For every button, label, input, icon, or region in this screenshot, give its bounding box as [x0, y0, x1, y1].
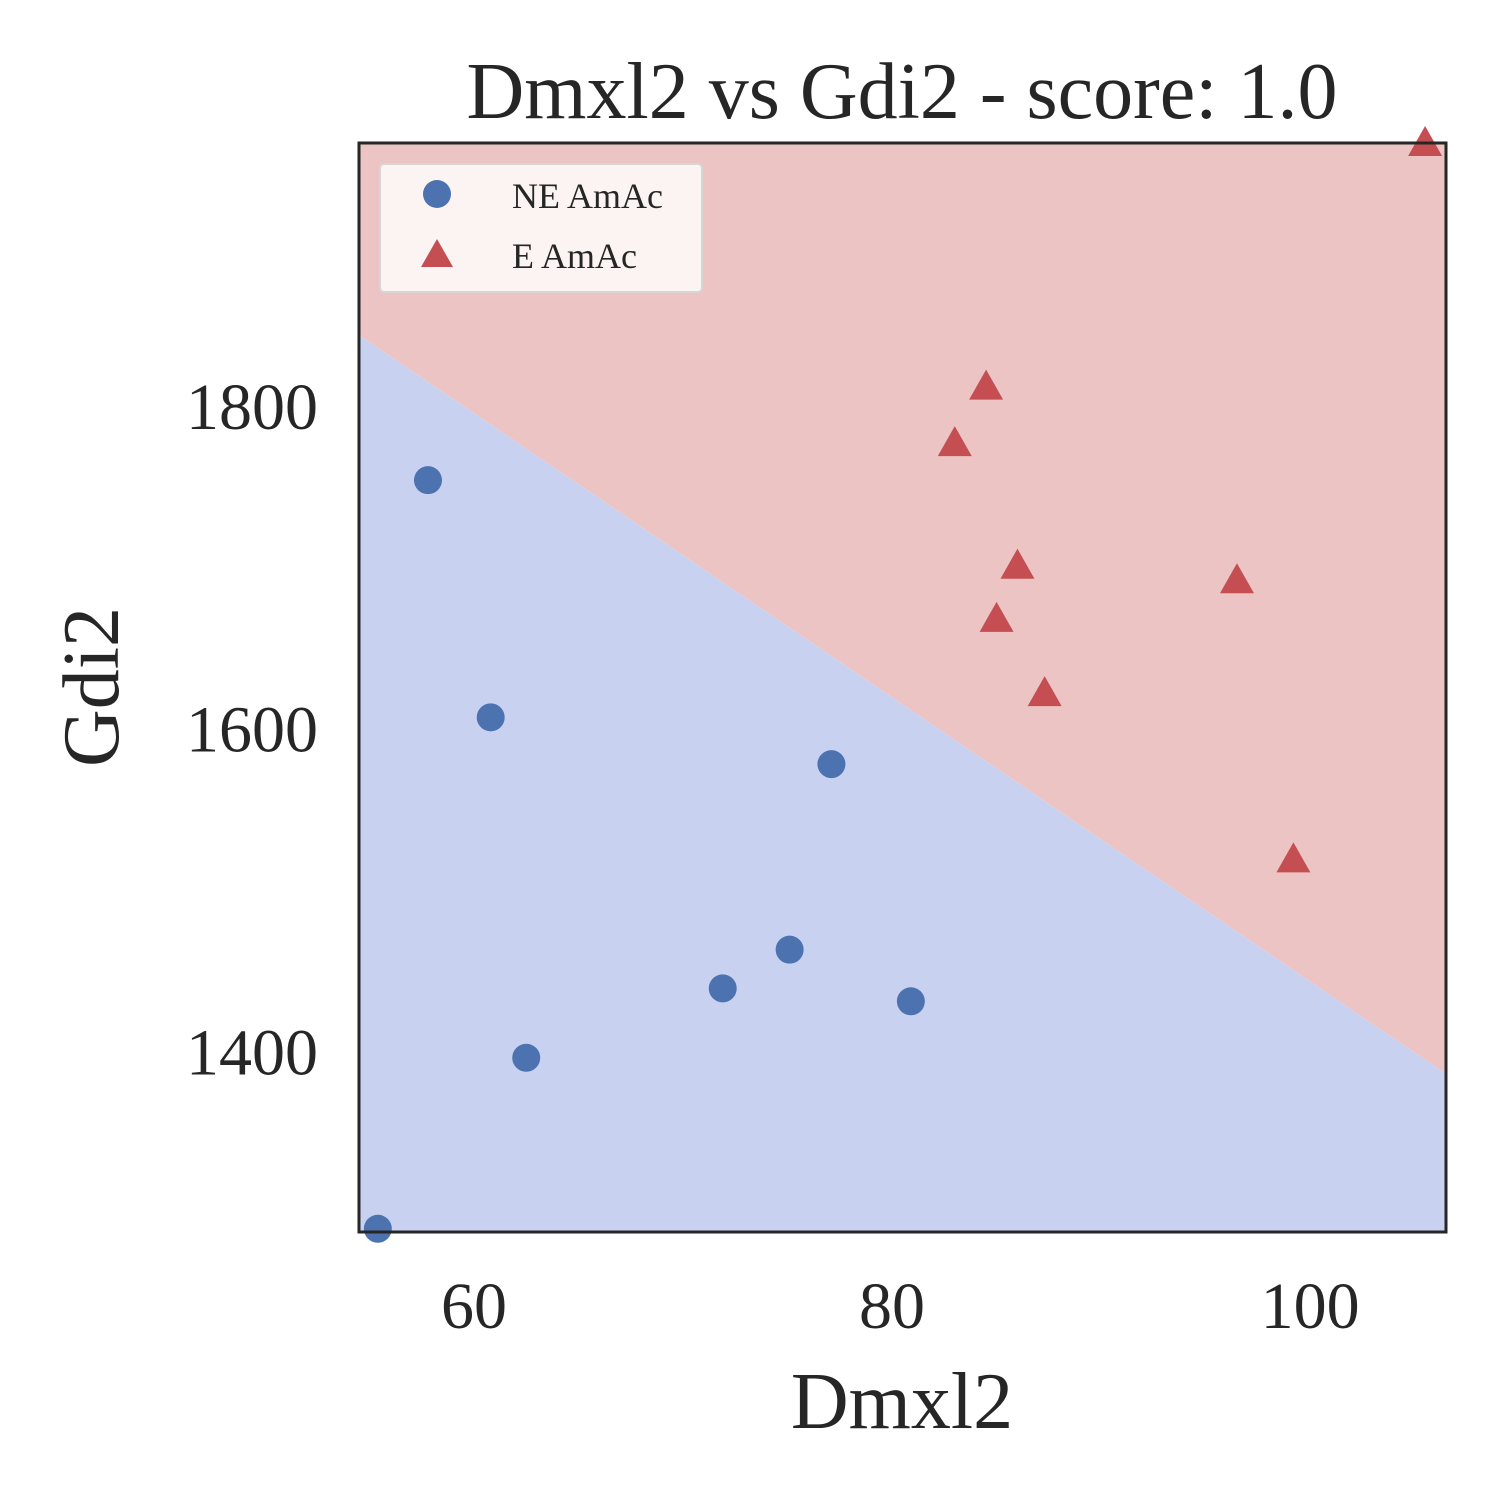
ne-amac-point-5 — [775, 935, 804, 964]
data-markers — [363, 126, 1443, 1243]
chart-title: Dmxl2 vs Gdi2 - score: 1.0 — [466, 48, 1337, 136]
plot-area — [359, 143, 1446, 1232]
e-amac-point-8 — [1408, 126, 1443, 156]
e-amac-point-1 — [937, 426, 972, 457]
y-axis-label: Gdi2 — [48, 607, 136, 767]
legend-marker-ne-amac — [423, 180, 451, 208]
e-amac-point-6 — [1219, 563, 1254, 594]
ne-amac-point-7 — [896, 987, 925, 1016]
ne-amac-point-8 — [363, 1214, 392, 1243]
x-tick-label: 100 — [1261, 1270, 1360, 1343]
legend-label-e-amac: E AmAc — [512, 236, 637, 276]
ne-amac-point-2 — [476, 703, 505, 732]
axis-ticks: 60 80 100 1400 1600 1800 — [186, 371, 1360, 1343]
legend: NE AmAc E AmAc — [379, 163, 703, 293]
plot-frame — [357, 141, 1448, 1234]
legend-marker-e-amac — [421, 239, 453, 267]
region-ne-amac — [359, 334, 1446, 1232]
y-tick-label: 1400 — [186, 1016, 318, 1089]
y-tick-label: 1600 — [186, 694, 318, 767]
e-amac-point-3 — [979, 601, 1014, 632]
e-amac-point-4 — [1000, 548, 1035, 579]
x-tick-label: 80 — [859, 1270, 925, 1343]
e-amac-point-2 — [969, 369, 1004, 400]
legend-label-ne-amac: NE AmAc — [512, 176, 663, 216]
e-amac-point-5 — [1027, 676, 1062, 707]
e-amac-point-7 — [1276, 842, 1311, 873]
region-e-amac — [359, 143, 1446, 1074]
ne-amac-point-4 — [708, 974, 737, 1003]
y-tick-label: 1800 — [186, 371, 318, 444]
ne-amac-point-1 — [413, 466, 442, 495]
legend-box — [379, 163, 703, 293]
x-axis-label: Dmxl2 — [791, 1358, 1013, 1446]
ne-amac-point-6 — [817, 750, 846, 779]
ne-amac-point-3 — [512, 1043, 541, 1072]
x-tick-label: 60 — [441, 1270, 507, 1343]
